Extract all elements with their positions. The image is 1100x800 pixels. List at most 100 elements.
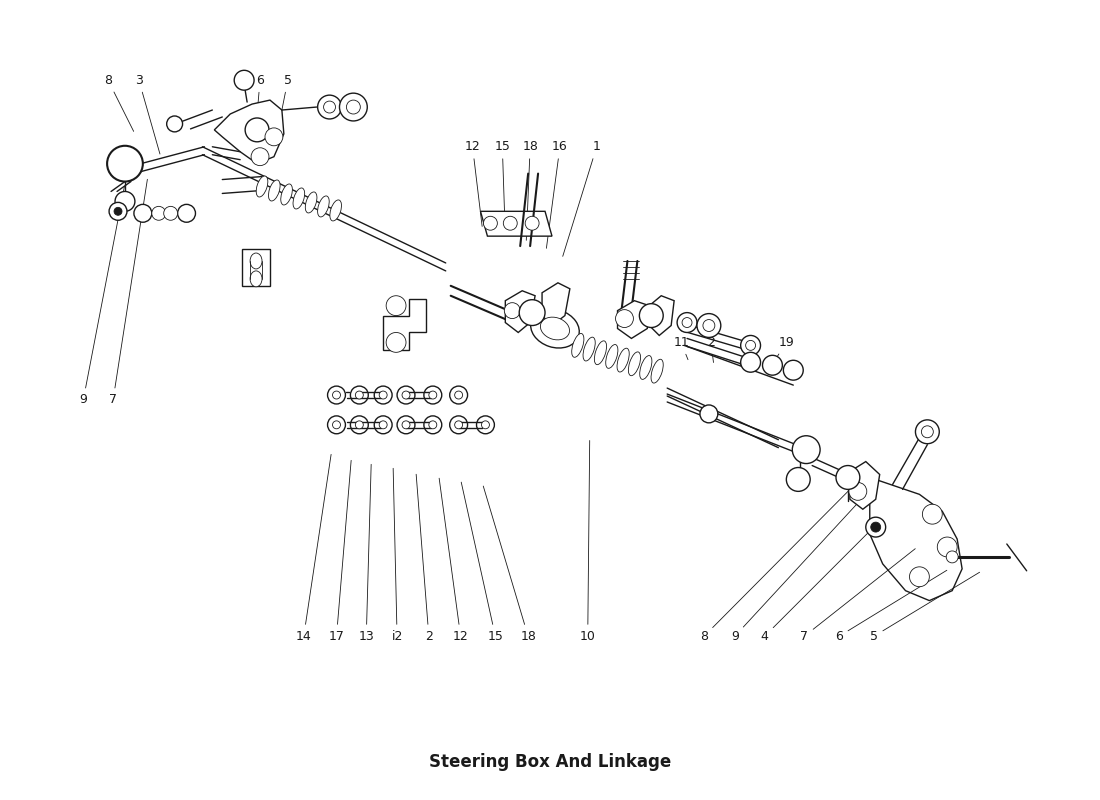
Circle shape xyxy=(379,391,387,399)
Text: Steering Box And Linkage: Steering Box And Linkage xyxy=(429,754,671,771)
Polygon shape xyxy=(505,290,535,333)
Circle shape xyxy=(134,204,152,222)
Ellipse shape xyxy=(530,309,580,348)
Circle shape xyxy=(355,421,363,429)
Circle shape xyxy=(318,95,341,119)
Text: 9: 9 xyxy=(730,496,864,643)
Text: 15: 15 xyxy=(461,482,504,643)
Ellipse shape xyxy=(640,355,652,379)
Polygon shape xyxy=(617,301,649,338)
Circle shape xyxy=(245,118,270,142)
Text: 2: 2 xyxy=(707,336,715,362)
Circle shape xyxy=(450,416,468,434)
Circle shape xyxy=(866,517,886,537)
Circle shape xyxy=(386,296,406,315)
Polygon shape xyxy=(242,249,270,286)
Text: 7: 7 xyxy=(109,179,147,406)
Text: 11: 11 xyxy=(673,336,689,360)
Circle shape xyxy=(871,522,881,532)
Circle shape xyxy=(697,314,720,338)
Circle shape xyxy=(792,436,821,463)
Ellipse shape xyxy=(280,184,293,205)
Circle shape xyxy=(424,416,442,434)
Text: 1: 1 xyxy=(563,140,601,256)
Text: 15: 15 xyxy=(494,140,510,234)
Circle shape xyxy=(525,216,539,230)
Text: 7: 7 xyxy=(800,549,915,643)
Circle shape xyxy=(397,416,415,434)
Circle shape xyxy=(424,386,442,404)
Text: 18: 18 xyxy=(522,140,538,240)
Circle shape xyxy=(164,206,177,220)
Polygon shape xyxy=(214,100,284,164)
Circle shape xyxy=(332,391,341,399)
Ellipse shape xyxy=(540,317,570,340)
Circle shape xyxy=(937,537,957,557)
Circle shape xyxy=(379,421,387,429)
Circle shape xyxy=(910,567,930,586)
Circle shape xyxy=(923,504,943,524)
Circle shape xyxy=(476,416,494,434)
Circle shape xyxy=(519,300,544,326)
Circle shape xyxy=(374,416,392,434)
Circle shape xyxy=(915,420,939,444)
Circle shape xyxy=(386,333,406,352)
Circle shape xyxy=(351,386,369,404)
Circle shape xyxy=(946,551,958,563)
Circle shape xyxy=(454,421,463,429)
Circle shape xyxy=(177,204,196,222)
Text: 12: 12 xyxy=(464,140,482,226)
Circle shape xyxy=(328,386,345,404)
Circle shape xyxy=(740,335,760,355)
Ellipse shape xyxy=(268,180,280,201)
Ellipse shape xyxy=(628,352,640,376)
Circle shape xyxy=(740,352,760,372)
Circle shape xyxy=(639,304,663,327)
Circle shape xyxy=(454,391,463,399)
Text: 6: 6 xyxy=(835,570,947,643)
Circle shape xyxy=(762,355,782,375)
Polygon shape xyxy=(649,296,674,335)
Circle shape xyxy=(504,302,520,318)
Circle shape xyxy=(450,386,468,404)
Circle shape xyxy=(397,386,415,404)
Circle shape xyxy=(922,426,933,438)
Text: 4: 4 xyxy=(760,523,878,643)
Circle shape xyxy=(374,386,392,404)
Text: 3: 3 xyxy=(135,74,160,154)
Text: 9: 9 xyxy=(79,186,124,406)
Circle shape xyxy=(323,101,336,113)
Ellipse shape xyxy=(306,192,317,213)
Circle shape xyxy=(482,421,490,429)
Polygon shape xyxy=(850,462,880,510)
Ellipse shape xyxy=(572,334,584,358)
Text: 8: 8 xyxy=(700,482,858,643)
Ellipse shape xyxy=(617,348,629,372)
Ellipse shape xyxy=(250,253,262,269)
Circle shape xyxy=(783,360,803,380)
Text: 14: 14 xyxy=(296,454,331,643)
Text: 2: 2 xyxy=(416,474,432,643)
Text: 18: 18 xyxy=(483,486,536,643)
Circle shape xyxy=(682,318,692,327)
Text: 17: 17 xyxy=(329,460,351,643)
Circle shape xyxy=(328,416,345,434)
Circle shape xyxy=(265,128,283,146)
Circle shape xyxy=(786,467,811,491)
Circle shape xyxy=(429,421,437,429)
Circle shape xyxy=(340,93,367,121)
Ellipse shape xyxy=(606,345,618,368)
Polygon shape xyxy=(870,478,962,601)
Circle shape xyxy=(251,148,270,166)
Text: 12: 12 xyxy=(439,478,469,643)
Circle shape xyxy=(355,391,363,399)
Ellipse shape xyxy=(318,196,329,217)
Ellipse shape xyxy=(293,188,305,209)
Circle shape xyxy=(402,391,410,399)
Circle shape xyxy=(836,466,860,490)
Text: 5: 5 xyxy=(870,572,980,643)
Circle shape xyxy=(429,391,437,399)
Circle shape xyxy=(703,319,715,331)
Circle shape xyxy=(234,70,254,90)
Circle shape xyxy=(700,405,718,423)
